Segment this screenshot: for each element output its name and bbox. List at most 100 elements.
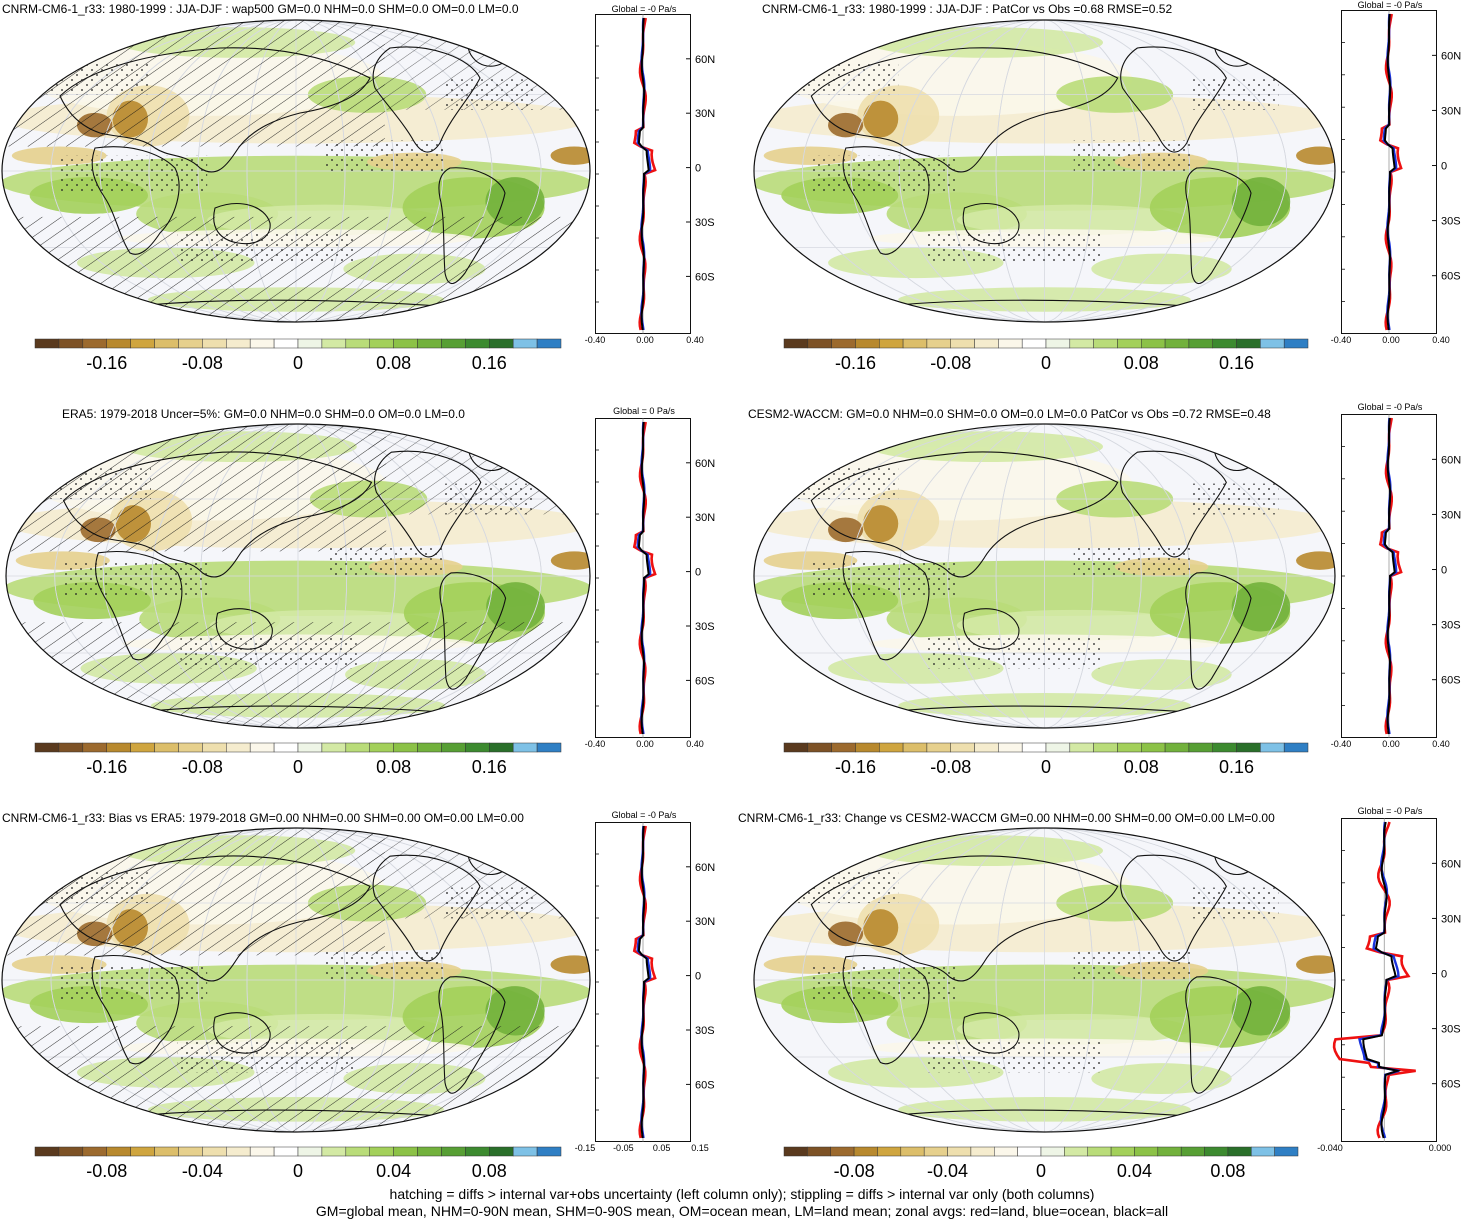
lat-label: 30S (695, 621, 715, 633)
zonal-axis-2: -0.40 0.00 0.40 (1331, 332, 1451, 348)
lat-label: 0 (695, 163, 701, 175)
colorbar-label: 0.08 (376, 757, 411, 777)
panel-title: CESM2-WACCM: GM=0.0 NHM=0.0 SHM=0.0 OM=0… (748, 407, 1271, 421)
lat-label: 60S (1441, 271, 1461, 283)
zonal-xtick: 0.00 (1382, 739, 1400, 749)
colorbar-label: -0.16 (835, 757, 876, 777)
lat-label: 60S (1441, 675, 1461, 687)
panel-title: CNRM-CM6-1_r33: 1980-1999 : JJA-DJF : wa… (2, 2, 519, 16)
colorbar-label: 0 (293, 757, 303, 777)
lat-label: 60N (695, 54, 715, 66)
zonal-xtick: 0.40 (1432, 739, 1450, 749)
colorbar-label: 0.08 (472, 1161, 507, 1181)
lat-label: 60S (695, 1079, 715, 1091)
zonal-xtick: 0.05 (653, 1143, 671, 1153)
colorbar-label: -0.08 (930, 757, 971, 777)
zonal-title: Global = -0 Pa/s (1342, 402, 1438, 412)
lat-label: 30N (1441, 509, 1461, 521)
zonal-xtick: -0.040 (1317, 1143, 1343, 1153)
zonal-title: Global = -0 Pa/s (596, 810, 692, 820)
zonal-xtick: -0.05 (613, 1143, 634, 1153)
zonal-xtick: 0.15 (691, 1143, 709, 1153)
colorbar-label: 0.16 (1219, 757, 1254, 777)
panel-title: CNRM-CM6-1_r33: Change vs CESM2-WACCM GM… (738, 811, 1275, 825)
lat-label: 0 (695, 971, 701, 983)
zonal-xtick: -0.40 (1331, 335, 1352, 345)
colorbar-5: -0.08 -0.04 0 0.04 0.08 (35, 1147, 561, 1183)
zonal-title: Global = -0 Pa/s (596, 4, 692, 14)
zonal-xtick: 0.40 (1432, 335, 1450, 345)
lat-label: 30N (695, 512, 715, 524)
footer-line-1: hatching = diffs > internal var+obs unce… (0, 1186, 1484, 1202)
lat-label: 0 (695, 567, 701, 579)
panel-title: ERA5: 1979-2018 Uncer=5%: GM=0.0 NHM=0.0… (62, 407, 465, 421)
map-5 (0, 826, 592, 1134)
zonal-xtick: 0.00 (636, 335, 654, 345)
lat-label: 30S (695, 1025, 715, 1037)
map-3 (4, 422, 592, 730)
map-4 (752, 422, 1337, 730)
colorbar-label: 0 (293, 353, 303, 373)
colorbar-label: 0.08 (376, 353, 411, 373)
zonal-xtick: -0.40 (1331, 739, 1352, 749)
colorbar-label: -0.04 (182, 1161, 223, 1181)
lat-label: 60N (1441, 454, 1461, 466)
zonal-axis-5: -0.15 -0.05 0.05 0.15 (575, 1140, 710, 1156)
lat-label: 30N (695, 916, 715, 928)
colorbar-label: 0.16 (1219, 353, 1254, 373)
lat-label: 30S (1441, 216, 1461, 228)
lat-label: 30N (695, 108, 715, 120)
zonal-xtick: -0.15 (575, 1143, 596, 1153)
colorbar-label: -0.08 (182, 353, 223, 373)
colorbar-label: 0.04 (1117, 1161, 1152, 1181)
colorbar-label: 0 (293, 1161, 303, 1181)
lat-label: 60S (1441, 1079, 1461, 1091)
colorbar-label: 0 (1041, 757, 1051, 777)
colorbar-label: 0.16 (472, 757, 507, 777)
colorbar-label: 0.16 (472, 353, 507, 373)
lat-label: 30S (1441, 620, 1461, 632)
colorbar-label: -0.08 (86, 1161, 127, 1181)
zonal-xtick: 0.00 (1382, 335, 1400, 345)
lat-label: 60S (695, 675, 715, 687)
map-1 (0, 18, 592, 324)
lat-label: 60N (695, 862, 715, 874)
zonal-xtick: 0.000 (1429, 1143, 1452, 1153)
zonal-title: Global = -0 Pa/s (1342, 0, 1438, 10)
colorbar-label: -0.08 (182, 757, 223, 777)
lat-label: 60N (1441, 858, 1461, 870)
lat-label: 30N (1441, 105, 1461, 117)
lat-label: 60N (695, 458, 715, 470)
lat-label: 30N (1441, 913, 1461, 925)
zonal-xtick: -0.40 (585, 739, 606, 749)
lat-label: 0 (1441, 161, 1447, 173)
lat-label: 60N (1441, 50, 1461, 62)
footer-line-2: GM=global mean, NHM=0-90N mean, SHM=0-90… (0, 1203, 1484, 1219)
colorbar-label: 0 (1036, 1161, 1046, 1181)
colorbar-label: -0.08 (834, 1161, 875, 1181)
panel-title: CNRM-CM6-1_r33: 1980-1999 : JJA-DJF : Pa… (762, 2, 1172, 16)
colorbar-label: 0.04 (376, 1161, 411, 1181)
colorbar-2: -0.16 -0.08 0 0.08 0.16 (784, 339, 1308, 375)
zonal-axis-4: -0.40 0.00 0.40 (1331, 736, 1451, 752)
colorbar-label: -0.04 (927, 1161, 968, 1181)
colorbar-label: 0 (1041, 353, 1051, 373)
lat-label: 30S (695, 217, 715, 229)
colorbar-label: 0.08 (1124, 353, 1159, 373)
zonal-title: Global = -0 Pa/s (1342, 806, 1438, 816)
colorbar-label: -0.16 (835, 353, 876, 373)
zonal-xtick: 0.00 (636, 739, 654, 749)
colorbar-label: -0.08 (930, 353, 971, 373)
zonal-title: Global = 0 Pa/s (596, 406, 692, 416)
panel-title: CNRM-CM6-1_r33: Bias vs ERA5: 1979-2018 … (2, 811, 524, 825)
